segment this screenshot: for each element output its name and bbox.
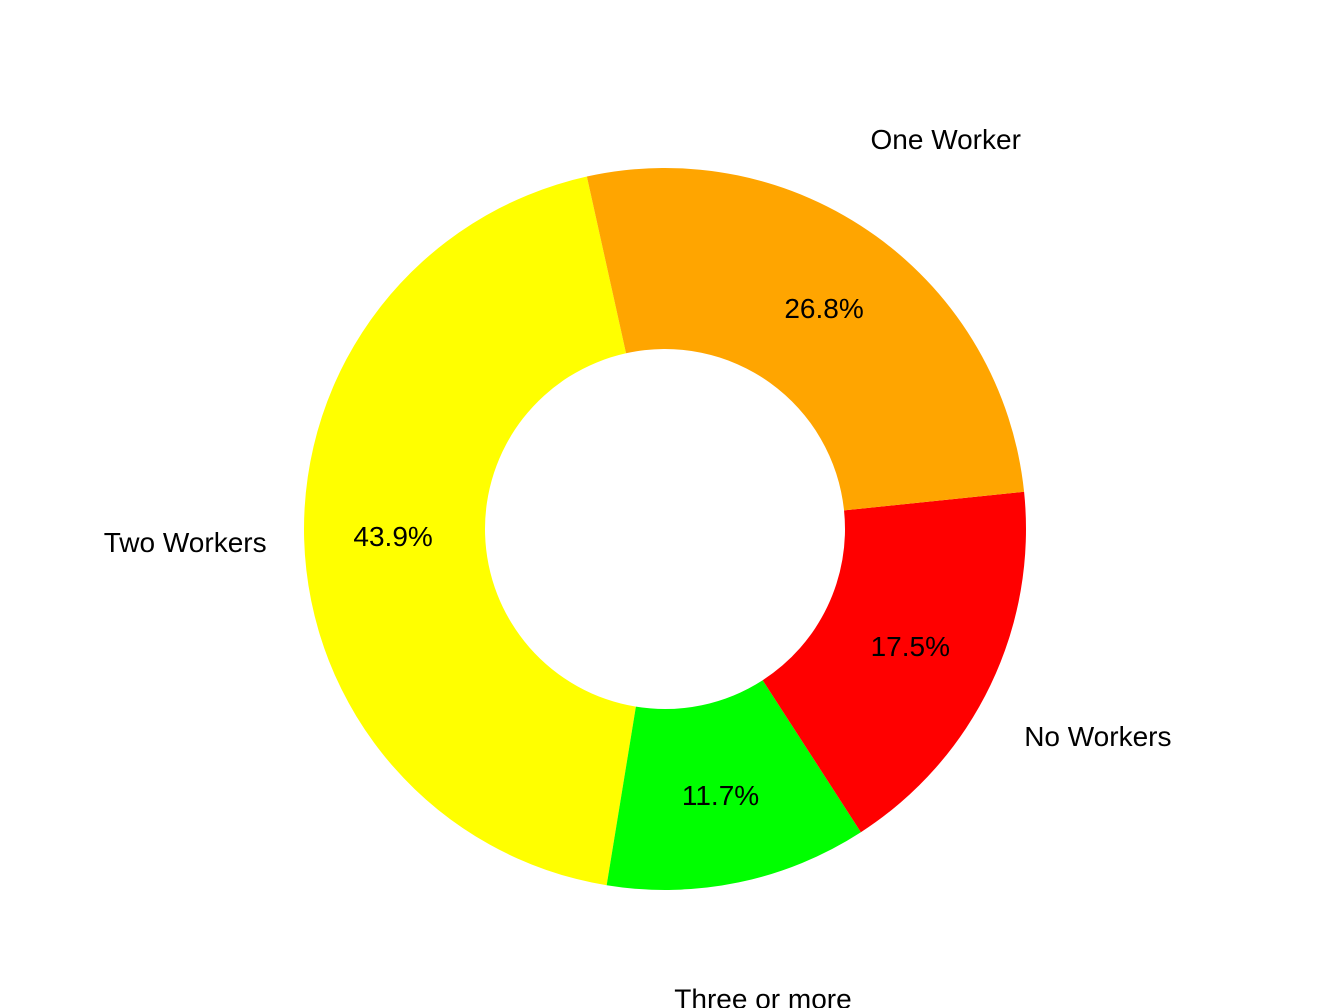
- slice-three-or-more: [606, 680, 861, 890]
- category-label-three-or-more: Three or more: [674, 983, 851, 1008]
- percent-label-two-workers: 43.9%: [353, 521, 432, 552]
- percent-label-three-or-more: 11.7%: [682, 780, 759, 811]
- percent-label-one-worker: 26.8%: [784, 293, 863, 324]
- category-labels-layer: Two Workers Three or more No Workers One Wo…: [104, 124, 1172, 1008]
- percent-labels-layer: 43.9% 11.7% 17.5% 26.8%: [353, 293, 950, 811]
- category-label-two-workers: Two Workers: [104, 527, 267, 558]
- category-label-one-worker: One Worker: [870, 124, 1020, 155]
- slice-no-workers: [762, 491, 1026, 833]
- slice-one-worker: [586, 167, 1025, 511]
- slice-two-workers: [303, 176, 636, 886]
- category-label-no-workers: No Workers: [1024, 721, 1171, 752]
- slices-layer: [303, 167, 1026, 890]
- percent-label-no-workers: 17.5%: [871, 631, 950, 662]
